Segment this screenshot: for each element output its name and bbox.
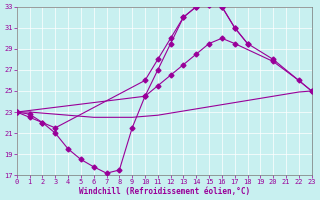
X-axis label: Windchill (Refroidissement éolien,°C): Windchill (Refroidissement éolien,°C) xyxy=(79,187,250,196)
